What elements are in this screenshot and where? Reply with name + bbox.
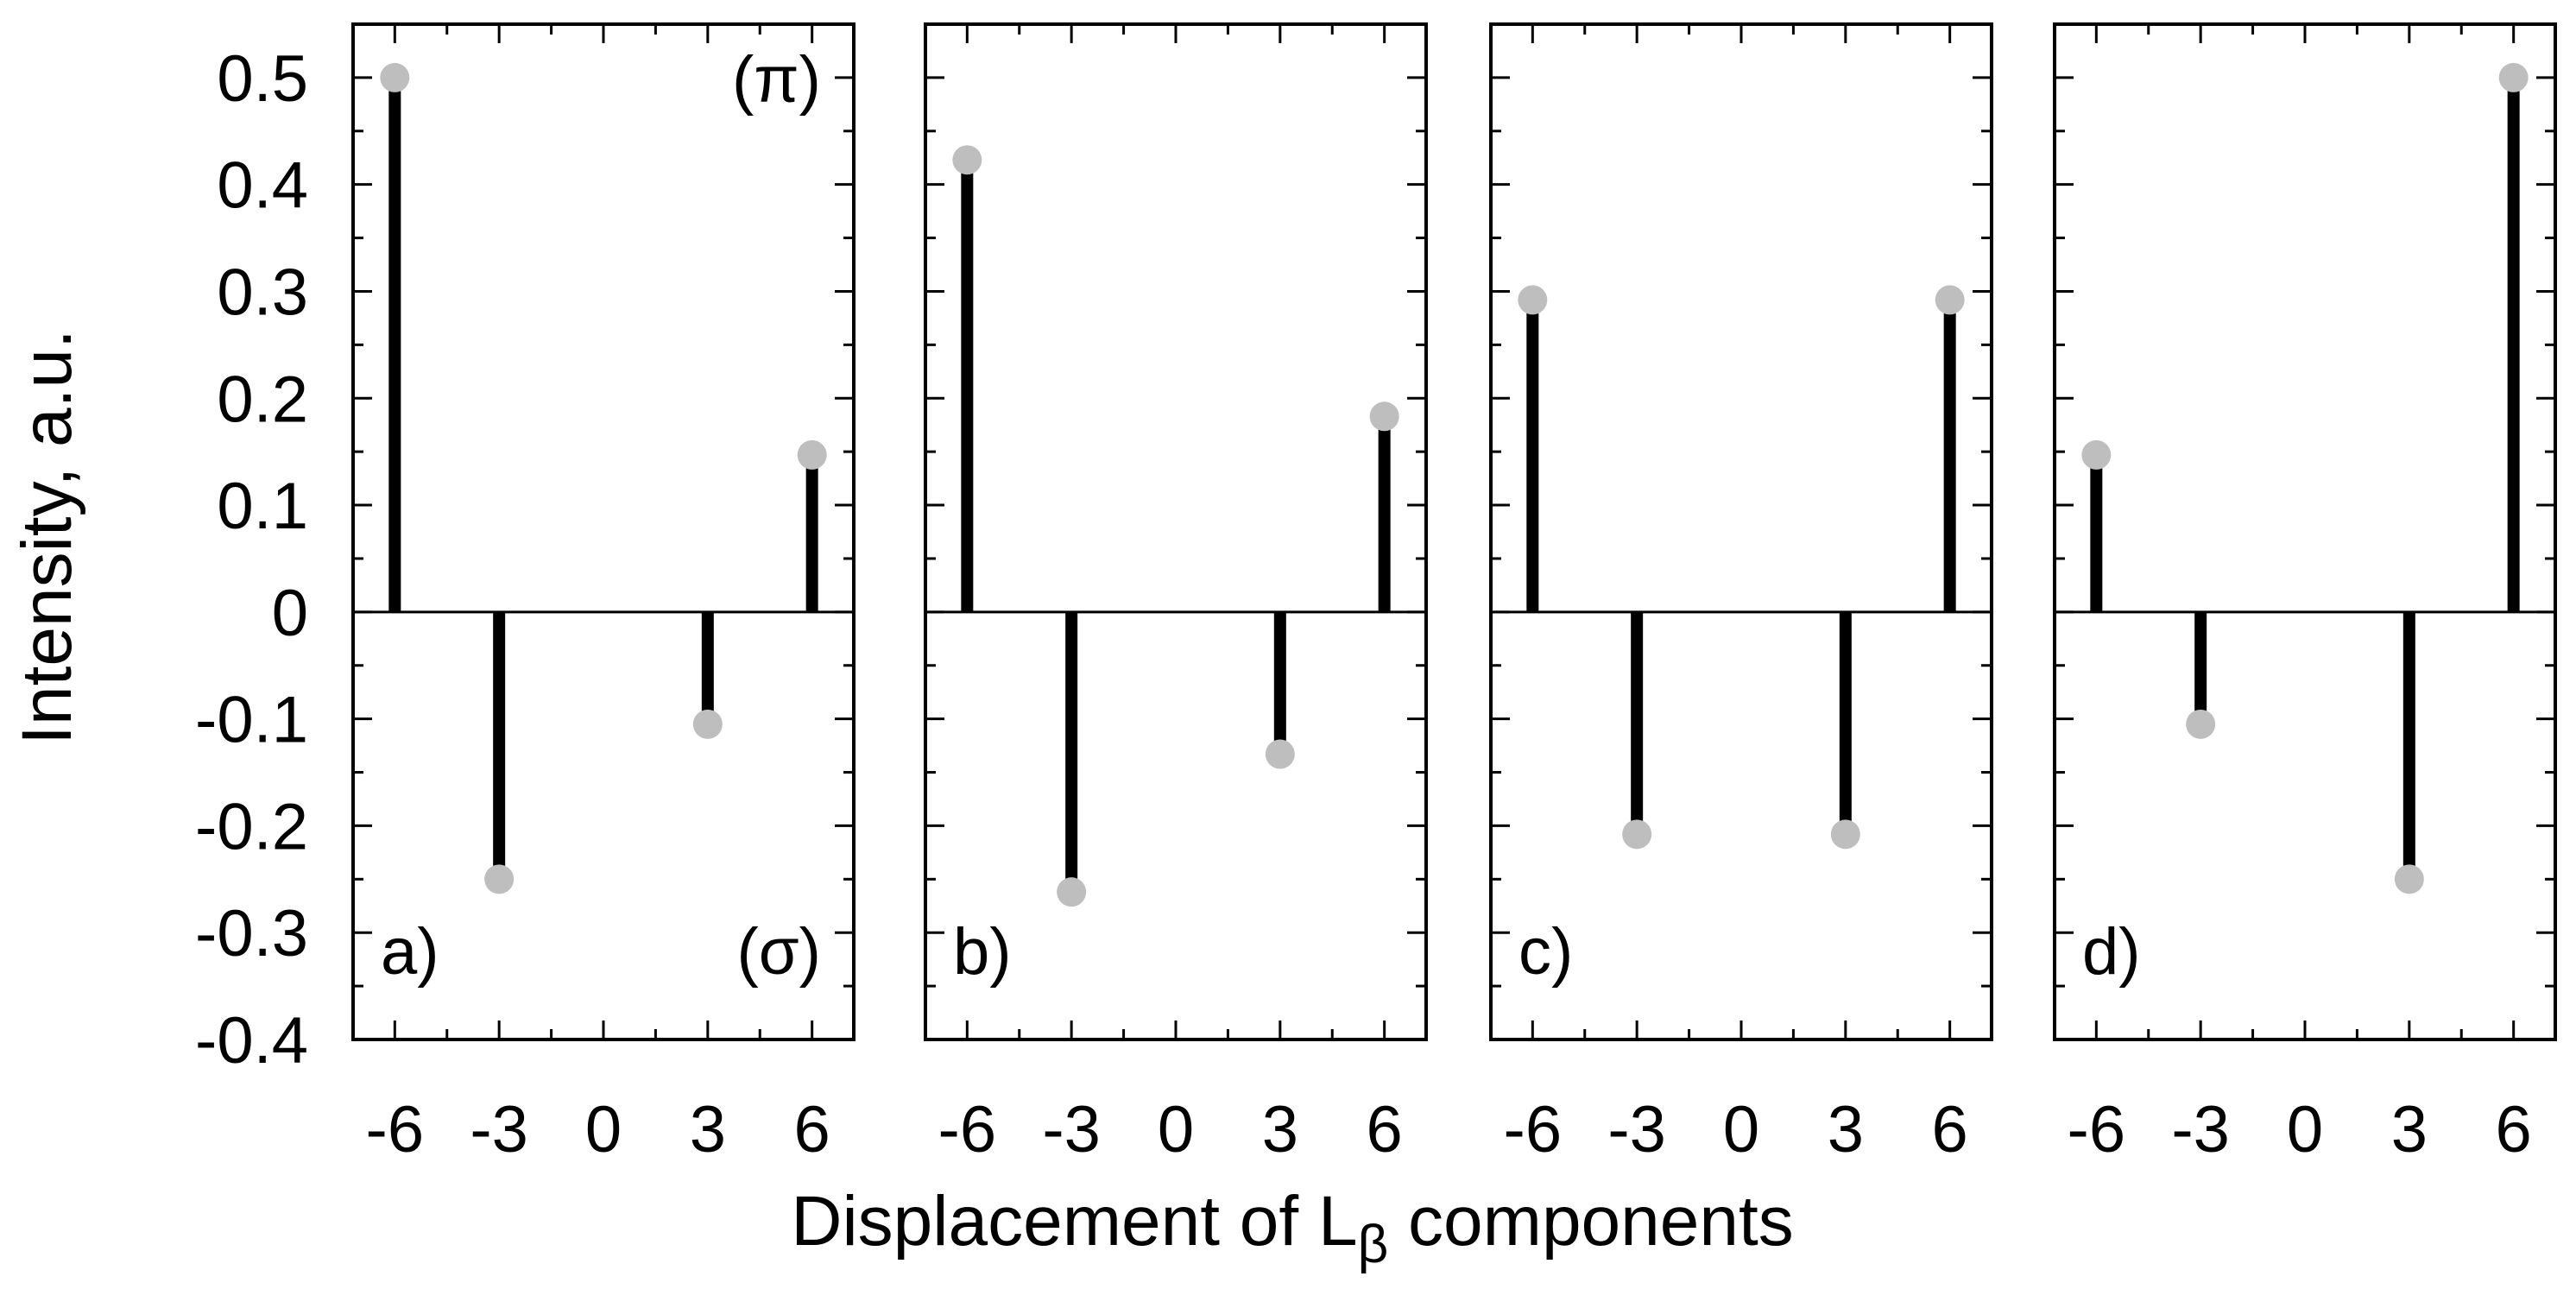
x-tick-label: 6 xyxy=(1367,1093,1403,1166)
x-tick-label: -6 xyxy=(938,1093,997,1166)
y-tick-label: 0 xyxy=(272,577,308,650)
x-tick-label: 6 xyxy=(2496,1093,2532,1166)
x-tick-label: 3 xyxy=(2391,1093,2428,1166)
stem-marker xyxy=(380,62,410,92)
plot-frame xyxy=(351,22,856,1041)
stem-marker xyxy=(2498,62,2529,92)
panel-3: -6 -3 0 3 6 c) xyxy=(1489,22,1993,1166)
stem-marker xyxy=(1265,739,1295,769)
y-tick-label: 0.2 xyxy=(217,363,308,436)
panels: -6 -3 0 3 60.50.40.30.20.10-0.1-0.2-0.3-0.4a… xyxy=(195,22,2557,1166)
stem-marker xyxy=(484,864,515,894)
stem-marker xyxy=(1830,819,1860,850)
x-axis-label-tail: components xyxy=(1388,1182,1794,1261)
x-tick-label: 0 xyxy=(1723,1093,1759,1166)
x-tick-label: -3 xyxy=(1042,1093,1101,1166)
polarization-label-pi: (π) xyxy=(732,43,821,117)
plot-frame xyxy=(924,22,1428,1041)
x-tick-label: 0 xyxy=(1158,1093,1194,1166)
plot-frame xyxy=(1489,22,1993,1041)
x-tick-label: 0 xyxy=(2287,1093,2323,1166)
x-tick-label: 3 xyxy=(1262,1093,1298,1166)
x-tick-label: -6 xyxy=(2068,1093,2126,1166)
stem-marker xyxy=(1935,285,1965,315)
stem-marker xyxy=(1057,877,1087,907)
y-tick-label: 0.5 xyxy=(217,42,308,116)
x-tick-label: -6 xyxy=(366,1093,425,1166)
y-tick-label: -0.2 xyxy=(195,790,308,863)
stem-marker xyxy=(1622,819,1652,850)
stem-marker xyxy=(2394,864,2424,894)
stem-marker xyxy=(797,439,827,470)
x-tick-label: -3 xyxy=(470,1093,528,1166)
panel-label: d) xyxy=(2082,915,2141,989)
y-tick-label: -0.1 xyxy=(195,684,308,757)
stem-marker xyxy=(2186,709,2216,739)
x-tick-label: 0 xyxy=(585,1093,622,1166)
x-axis-label-main: Displacement of L xyxy=(791,1182,1357,1261)
stem-marker xyxy=(952,145,982,175)
x-tick-label: 3 xyxy=(1828,1093,1864,1166)
y-tick-label: 0.4 xyxy=(217,149,308,223)
y-axis-label: Intensity, a.u. xyxy=(8,329,86,745)
x-tick-label: 3 xyxy=(690,1093,726,1166)
panel-2: -6 -3 0 3 6 b) xyxy=(924,22,1428,1166)
y-tick-label: 0.3 xyxy=(217,256,308,329)
x-tick-label: -3 xyxy=(1607,1093,1666,1166)
x-tick-label: -6 xyxy=(1504,1093,1563,1166)
x-axis-label-subscript: β xyxy=(1358,1215,1389,1274)
panel-label: a) xyxy=(381,915,439,989)
x-tick-label: -3 xyxy=(2171,1093,2230,1166)
y-tick-label: 0.1 xyxy=(217,470,308,543)
x-axis-label: Displacement of Lβ components xyxy=(791,1182,1794,1274)
panel-label: b) xyxy=(953,915,1012,989)
polarization-label-sigma: (σ) xyxy=(736,915,821,989)
stem-marker xyxy=(1518,285,1548,315)
stem-marker xyxy=(1369,401,1399,432)
y-tick-label: -0.4 xyxy=(195,1004,308,1077)
panel-label: c) xyxy=(1518,915,1573,989)
panel-1: -6 -3 0 3 60.50.40.30.20.10-0.1-0.2-0.3-0.4a… xyxy=(195,22,856,1166)
plot-frame xyxy=(2053,22,2557,1041)
y-tick-label: -0.3 xyxy=(195,897,308,970)
x-tick-label: 6 xyxy=(1932,1093,1968,1166)
panel-4: -6 -3 0 3 6 d) xyxy=(2053,22,2557,1166)
x-tick-label: 6 xyxy=(794,1093,830,1166)
stem-marker xyxy=(692,709,723,739)
stem-marker xyxy=(2081,439,2112,470)
